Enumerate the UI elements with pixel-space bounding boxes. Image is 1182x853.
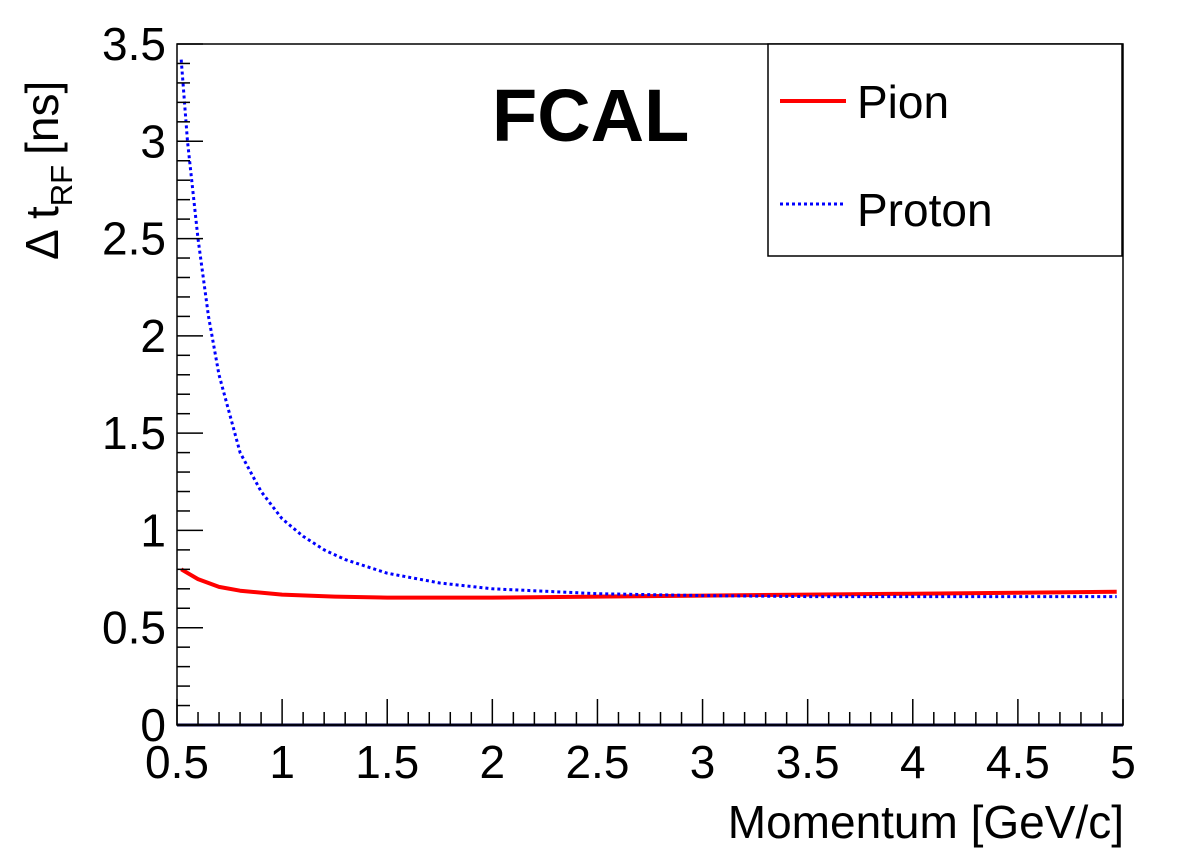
y-tick-label: 1.5 <box>102 407 166 459</box>
x-tick-label: 0.5 <box>145 736 209 788</box>
y-tick-label: 2 <box>140 310 166 362</box>
x-tick-label: 4.5 <box>986 736 1050 788</box>
y-tick-label: 0.5 <box>102 602 166 654</box>
legend-label-pion: Pion <box>857 76 949 128</box>
y-axis-title-main: Δ t <box>16 206 68 260</box>
y-axis-title-subscript: RF <box>44 165 79 206</box>
ticks-layer <box>176 43 1124 726</box>
y-axis-title-unit: [ns] <box>16 81 68 155</box>
x-tick-label: 3 <box>690 736 716 788</box>
x-axis-title: Momentum [GeV/c] <box>728 796 1124 848</box>
x-tick-label: 2.5 <box>565 736 629 788</box>
legend-box <box>767 43 1123 257</box>
series-line-pion <box>180 567 1117 600</box>
x-tick-label: 4 <box>900 736 926 788</box>
y-tick-label: 0 <box>140 699 166 751</box>
y-tick-label: 2.5 <box>102 213 166 265</box>
legend-label-proton: Proton <box>857 184 993 236</box>
y-axis-title: Δ tRF [ns] <box>16 81 79 260</box>
x-tick-label: 5 <box>1110 736 1136 788</box>
legend: Pion Proton <box>767 43 1123 257</box>
x-tick-label: 1.5 <box>355 736 419 788</box>
plot-frame <box>176 43 1124 726</box>
x-tick-label: 1 <box>269 736 295 788</box>
x-tick-label: 2 <box>480 736 506 788</box>
y-tick-label: 1 <box>140 504 166 556</box>
y-tick-label: 3.5 <box>102 18 166 70</box>
y-tick-label: 3 <box>140 115 166 167</box>
tick-labels-layer: 0.5 1 1.5 2 2.5 3 3.5 4 4.5 500.511.522.533.5 <box>102 18 1136 788</box>
x-tick-label: 3.5 <box>776 736 840 788</box>
series-line-proton <box>179 59 1117 599</box>
fcal-annotation: FCAL <box>492 74 689 157</box>
